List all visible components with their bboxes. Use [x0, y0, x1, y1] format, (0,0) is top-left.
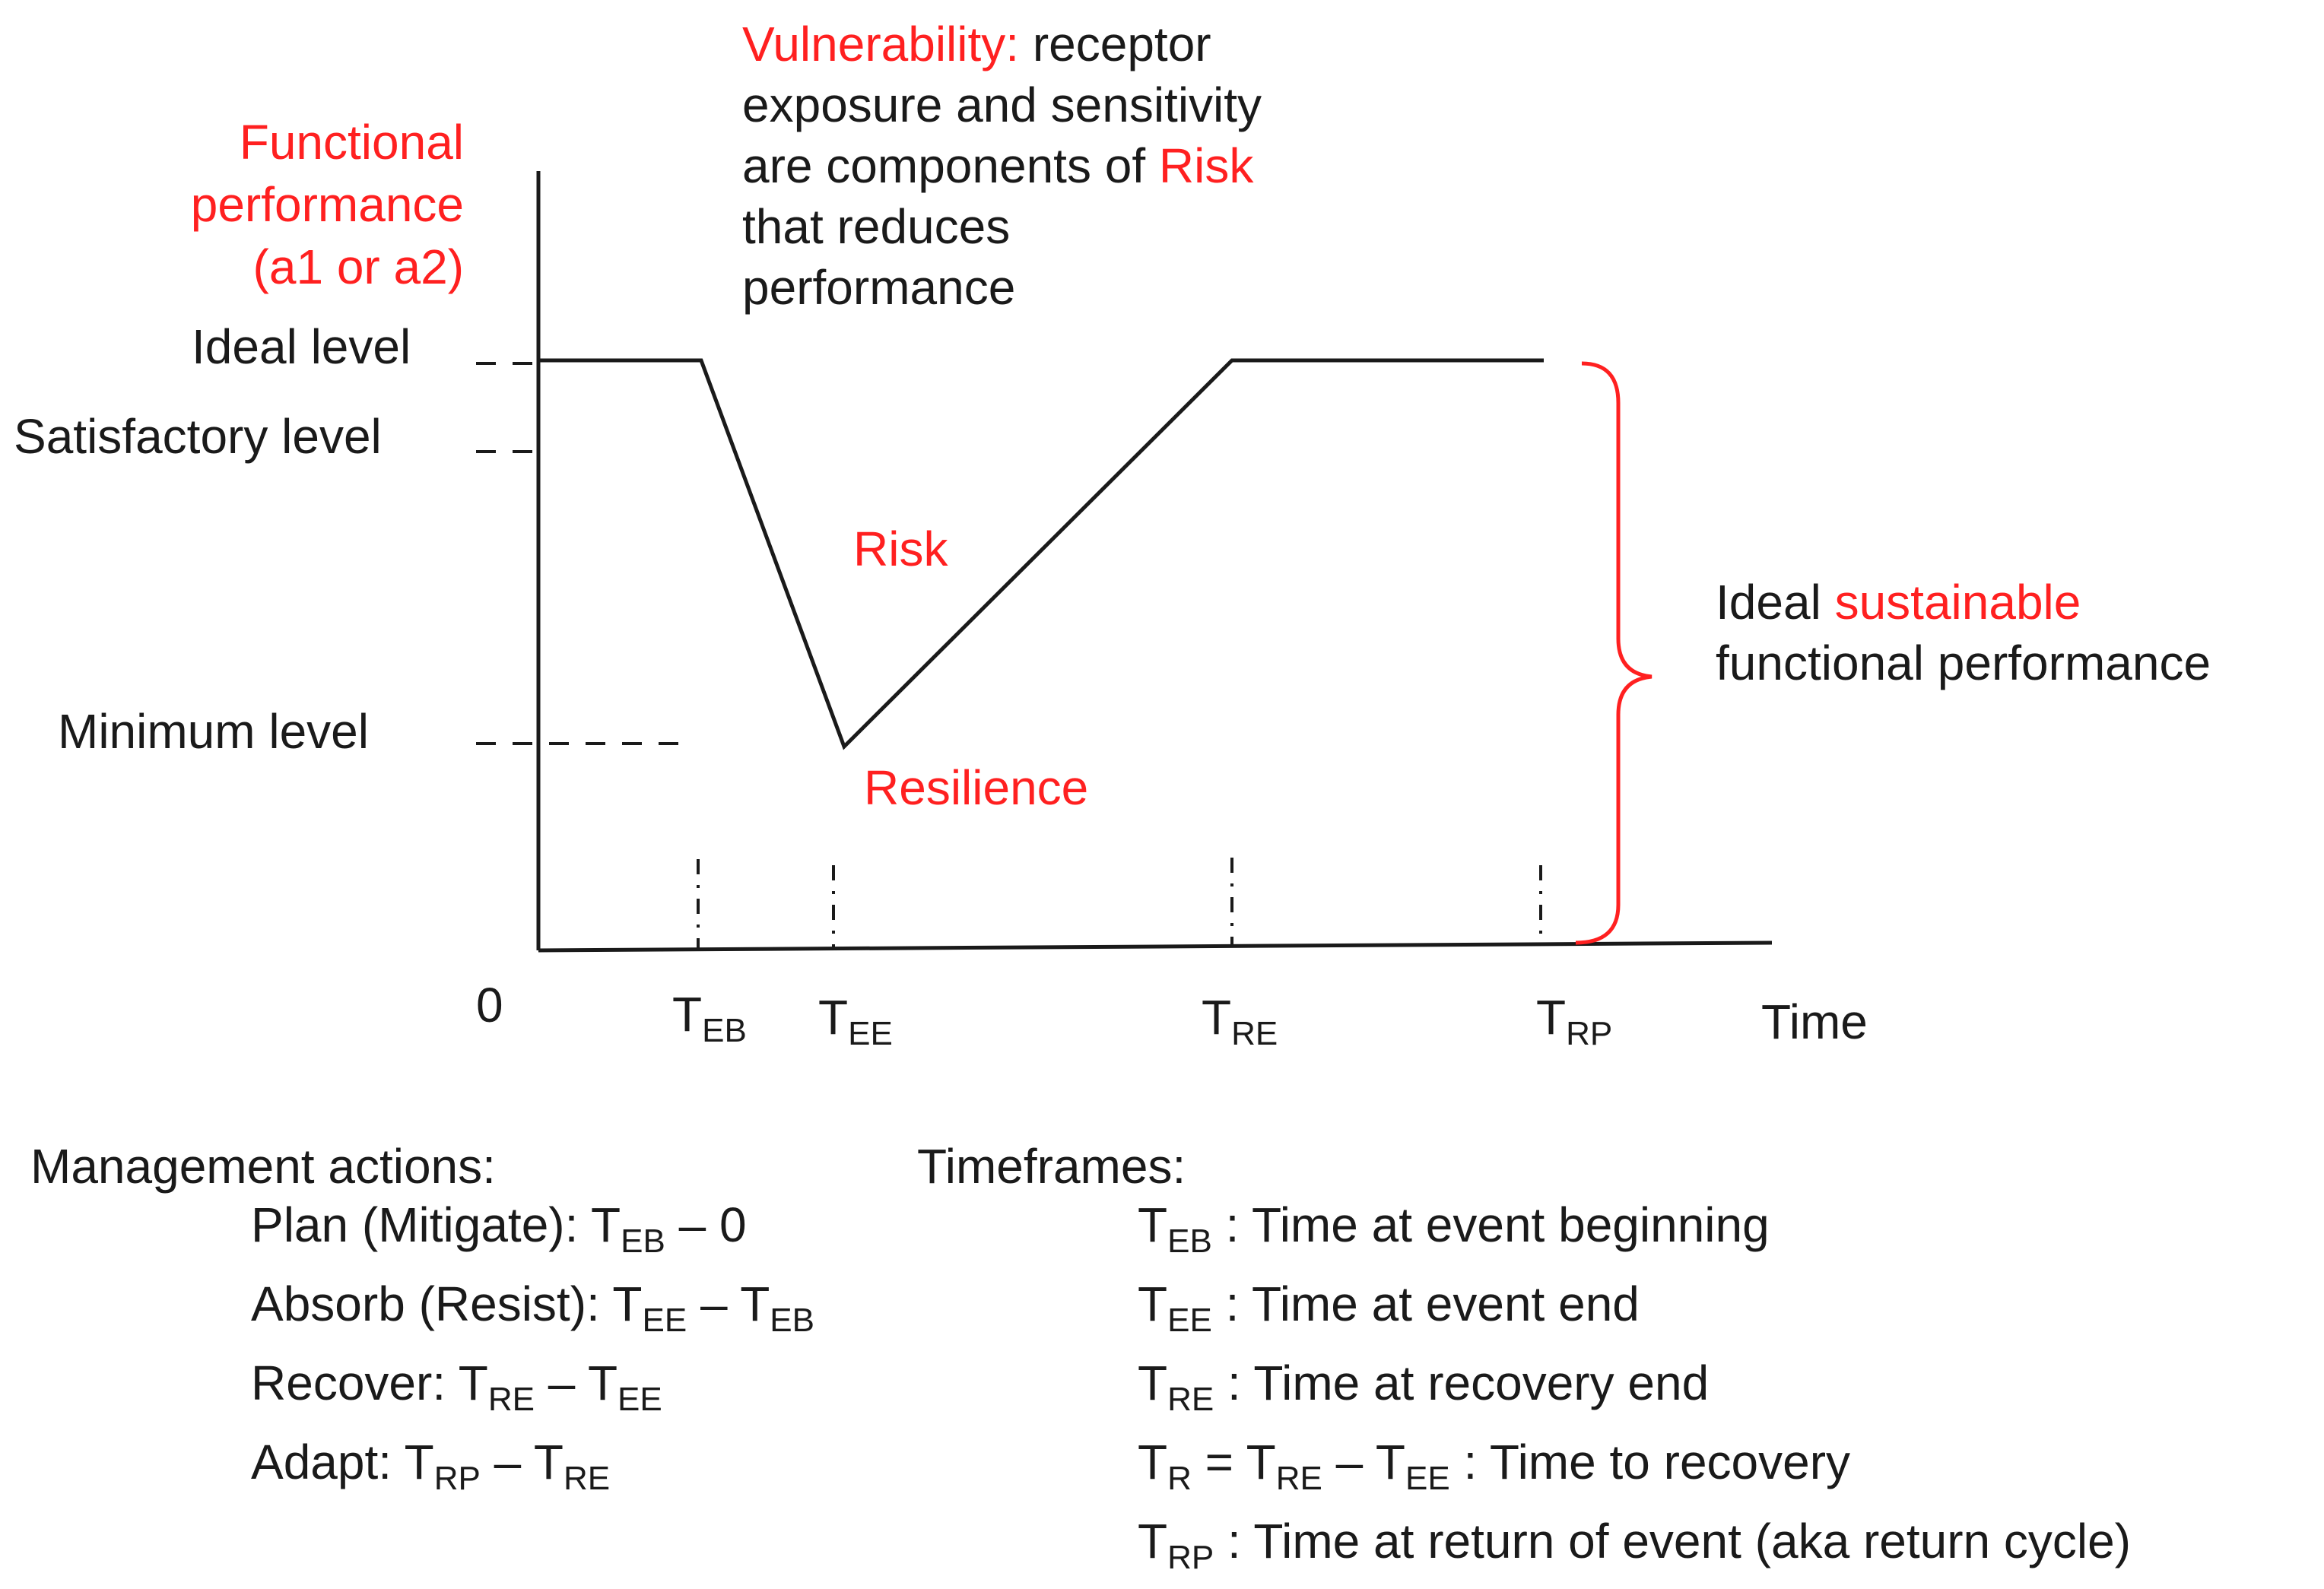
subscript: EE: [642, 1302, 687, 1339]
timeframes-title: Timeframes:: [917, 1139, 1186, 1194]
vulnerability-text: are components of: [742, 138, 1159, 193]
brace-annotation-line: functional performance: [1716, 636, 2211, 690]
sustainable-term: sustainable: [1834, 575, 2081, 630]
vulnerability-term: Vulnerability:: [742, 17, 1020, 71]
expr-text: T: [612, 1277, 643, 1331]
tick-sub: EE: [848, 1015, 893, 1052]
subscript: RP: [1167, 1539, 1214, 1576]
y-axis-title-line: Functional: [239, 115, 464, 170]
expr-text: T: [1138, 1435, 1168, 1489]
brace-text: Ideal: [1716, 575, 1835, 630]
subscript: EE: [618, 1381, 662, 1418]
expr-text: T: [1138, 1356, 1168, 1410]
expr-text: T: [1138, 1514, 1168, 1568]
brace-annotation-line: Ideal sustainable: [1716, 572, 2211, 633]
tick-main: T: [818, 990, 849, 1045]
vulnerability-line: exposure and sensitivity: [742, 78, 1262, 132]
y-axis-title-line: performance: [190, 177, 464, 232]
brace-annotation: Ideal sustainable functional performance: [1716, 572, 2211, 693]
timeframes-list: TEB : Time at event beginning TEE : Time …: [1138, 1194, 2131, 1589]
tick-sub: RP: [1566, 1015, 1613, 1052]
timeframe-item: TRP : Time at return of event (aka retur…: [1138, 1510, 2131, 1589]
tick-label-tre: TRE: [1202, 993, 1278, 1051]
management-action-label: Adapt:: [251, 1435, 405, 1489]
subscript: RE: [563, 1460, 611, 1497]
tick-label-tee: TEE: [818, 993, 893, 1051]
management-action-item: Absorb (Resist): TEE – TEB: [251, 1273, 814, 1352]
subscript: RE: [487, 1381, 535, 1418]
expr-text: – T: [534, 1356, 618, 1410]
vulnerability-line: performance: [742, 260, 1016, 315]
origin-label: 0: [476, 978, 503, 1032]
diagram-graphics: [476, 171, 1773, 953]
vulnerability-line: are components of Risk: [742, 135, 1427, 196]
risk-term: Risk: [1158, 138, 1254, 193]
expr-text: T: [404, 1435, 434, 1489]
performance-curve: [538, 358, 1544, 750]
subscript: EB: [770, 1302, 814, 1339]
expr-text: – 0: [665, 1197, 747, 1252]
x-axis-line: [538, 940, 1773, 953]
vulnerability-annotation: Vulnerability: receptor exposure and sen…: [742, 14, 1427, 318]
management-action-label: Recover:: [251, 1356, 459, 1410]
subscript: R: [1167, 1460, 1192, 1497]
timeframe-description: : Time at event beginning: [1211, 1197, 1770, 1252]
tick-main: T: [672, 987, 703, 1042]
timeframe-item: TEE : Time at event end: [1138, 1273, 2131, 1352]
subscript: EE: [1405, 1460, 1450, 1497]
management-action-item: Recover: TRE – TEE: [251, 1352, 814, 1431]
expr-text: T: [1138, 1197, 1168, 1252]
subscript: RP: [433, 1460, 481, 1497]
management-action-label: Absorb (Resist):: [251, 1277, 613, 1331]
expr-text: = T: [1191, 1435, 1276, 1489]
resilience-label: Resilience: [864, 760, 1089, 815]
timeframe-description: : Time at return of event (aka return cy…: [1214, 1514, 2132, 1568]
subscript: EB: [621, 1223, 665, 1260]
expr-text: – T: [480, 1435, 564, 1489]
risk-label: Risk: [853, 522, 948, 576]
tick-sub: EB: [702, 1012, 747, 1049]
tick-label-teb: TEB: [672, 990, 747, 1048]
y-axis-title-line: (a1 or a2): [252, 239, 464, 294]
timeframe-description: : Time at event end: [1211, 1277, 1640, 1331]
tick-sub: RE: [1231, 1015, 1278, 1052]
tick-main: T: [1202, 990, 1232, 1045]
timeframe-item: TR = TRE – TEE : Time to recovery: [1138, 1431, 2131, 1510]
tick-label-trp: TRP: [1536, 993, 1612, 1051]
subscript: RE: [1167, 1381, 1214, 1418]
timeframe-item: TRE : Time at recovery end: [1138, 1352, 2131, 1431]
x-axis-title: Time: [1761, 994, 1868, 1049]
subscript: EE: [1167, 1302, 1212, 1339]
timeframe-description: : Time to recovery: [1449, 1435, 1851, 1489]
sustainable-performance-brace: [1575, 361, 1653, 945]
expr-text: – T: [687, 1277, 770, 1331]
management-action-item: Plan (Mitigate): TEB – 0: [251, 1194, 814, 1273]
expr-text: T: [458, 1356, 488, 1410]
y-axis-title: Functional performance (a1 or a2): [106, 111, 464, 298]
minimum-level-label: Minimum level: [58, 704, 369, 759]
vulnerability-text: receptor: [1019, 17, 1211, 71]
tick-main: T: [1536, 990, 1567, 1045]
management-actions-title: Management actions:: [30, 1139, 496, 1194]
timeframe-description: : Time at recovery end: [1214, 1356, 1710, 1410]
ideal-level-label: Ideal level: [192, 319, 411, 374]
expr-text: T: [591, 1197, 621, 1252]
subscript: RE: [1275, 1460, 1322, 1497]
expr-text: – T: [1322, 1435, 1405, 1489]
satisfactory-level-label: Satisfactory level: [14, 409, 382, 464]
vulnerability-line: that reduces: [742, 199, 1011, 254]
timeframe-item: TEB : Time at event beginning: [1138, 1194, 2131, 1273]
management-actions-list: Plan (Mitigate): TEB – 0 Absorb (Resist):…: [251, 1194, 814, 1510]
subscript: EB: [1167, 1223, 1212, 1260]
resilience-performance-diagram: Functional performance (a1 or a2) Ideal …: [14, 14, 2211, 1576]
management-action-label: Plan (Mitigate):: [251, 1197, 591, 1252]
expr-text: T: [1138, 1277, 1168, 1331]
vulnerability-line: Vulnerability: receptor: [742, 14, 1427, 75]
management-action-item: Adapt: TRP – TRE: [251, 1431, 814, 1510]
